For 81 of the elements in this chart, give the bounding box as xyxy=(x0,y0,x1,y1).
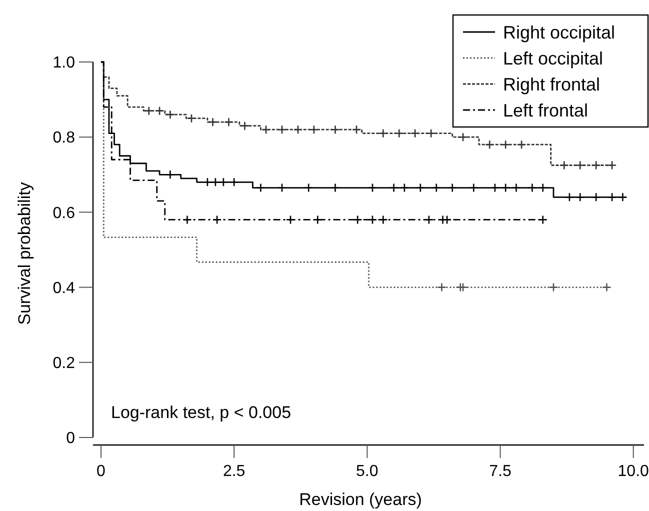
point xyxy=(591,192,601,202)
point xyxy=(186,114,196,123)
point xyxy=(426,128,436,138)
legend-label: Right occipital xyxy=(503,22,616,42)
point xyxy=(575,192,585,202)
point xyxy=(144,106,154,116)
point xyxy=(330,124,340,134)
point xyxy=(607,160,617,170)
y-tick-label: 0 xyxy=(66,430,76,448)
point xyxy=(468,183,478,192)
point xyxy=(484,140,494,150)
point xyxy=(277,183,287,192)
point xyxy=(378,128,388,138)
point xyxy=(432,183,442,192)
point xyxy=(212,215,222,224)
point xyxy=(528,183,537,192)
y-tick-label: 0.2 xyxy=(52,354,76,372)
point xyxy=(286,215,296,224)
x-tick-label: 5.0 xyxy=(356,463,378,480)
point xyxy=(277,124,287,134)
point xyxy=(352,215,362,224)
point xyxy=(400,183,410,192)
point xyxy=(416,183,426,192)
x-tick-label: 2.5 xyxy=(222,463,246,480)
point xyxy=(618,192,628,202)
point xyxy=(548,282,558,292)
legend-label: Left frontal xyxy=(503,100,588,120)
point xyxy=(607,192,617,202)
point xyxy=(394,128,404,138)
y-axis-title: Survival probability xyxy=(15,182,34,325)
point xyxy=(202,178,212,187)
point xyxy=(538,215,548,224)
point xyxy=(154,106,164,116)
x-tick-label: 0 xyxy=(96,463,106,480)
point xyxy=(352,124,362,134)
point xyxy=(182,215,192,224)
point xyxy=(166,110,175,120)
point xyxy=(424,215,434,224)
point xyxy=(490,183,500,192)
point xyxy=(442,215,452,224)
point xyxy=(410,128,420,138)
point xyxy=(293,124,303,134)
point xyxy=(448,183,457,192)
y-tick-label: 0.8 xyxy=(52,130,76,147)
point xyxy=(330,183,340,192)
x-tick-label: 7.5 xyxy=(489,463,512,480)
point xyxy=(240,121,250,130)
point xyxy=(564,192,574,202)
point xyxy=(224,117,234,127)
point xyxy=(437,282,446,292)
point xyxy=(309,124,319,134)
point xyxy=(458,282,468,292)
legend-label: Right frontal xyxy=(503,74,600,94)
point xyxy=(261,124,271,134)
point xyxy=(512,183,521,192)
point xyxy=(559,160,569,170)
point xyxy=(602,282,612,292)
point xyxy=(256,183,266,192)
point xyxy=(378,215,388,224)
x-tick-label: 10.0 xyxy=(618,463,649,480)
point xyxy=(313,215,322,224)
point xyxy=(538,183,548,192)
point xyxy=(368,215,378,224)
point xyxy=(458,132,468,142)
point xyxy=(389,183,398,192)
legend-label: Left occipital xyxy=(503,48,604,68)
y-tick-label: 1.0 xyxy=(52,54,76,72)
point xyxy=(500,183,510,192)
point xyxy=(210,178,220,187)
point xyxy=(500,140,510,150)
point xyxy=(208,117,218,127)
point xyxy=(516,140,526,150)
point xyxy=(229,178,239,187)
point xyxy=(368,183,378,192)
y-tick-label: 0.4 xyxy=(52,280,76,297)
point xyxy=(218,178,228,187)
annotation: Log-rank test, p < 0.005 xyxy=(111,403,292,422)
point xyxy=(166,170,175,180)
x-axis-title: Revision (years) xyxy=(299,490,422,509)
y-tick-label: 0.6 xyxy=(52,204,76,222)
point xyxy=(304,183,314,192)
